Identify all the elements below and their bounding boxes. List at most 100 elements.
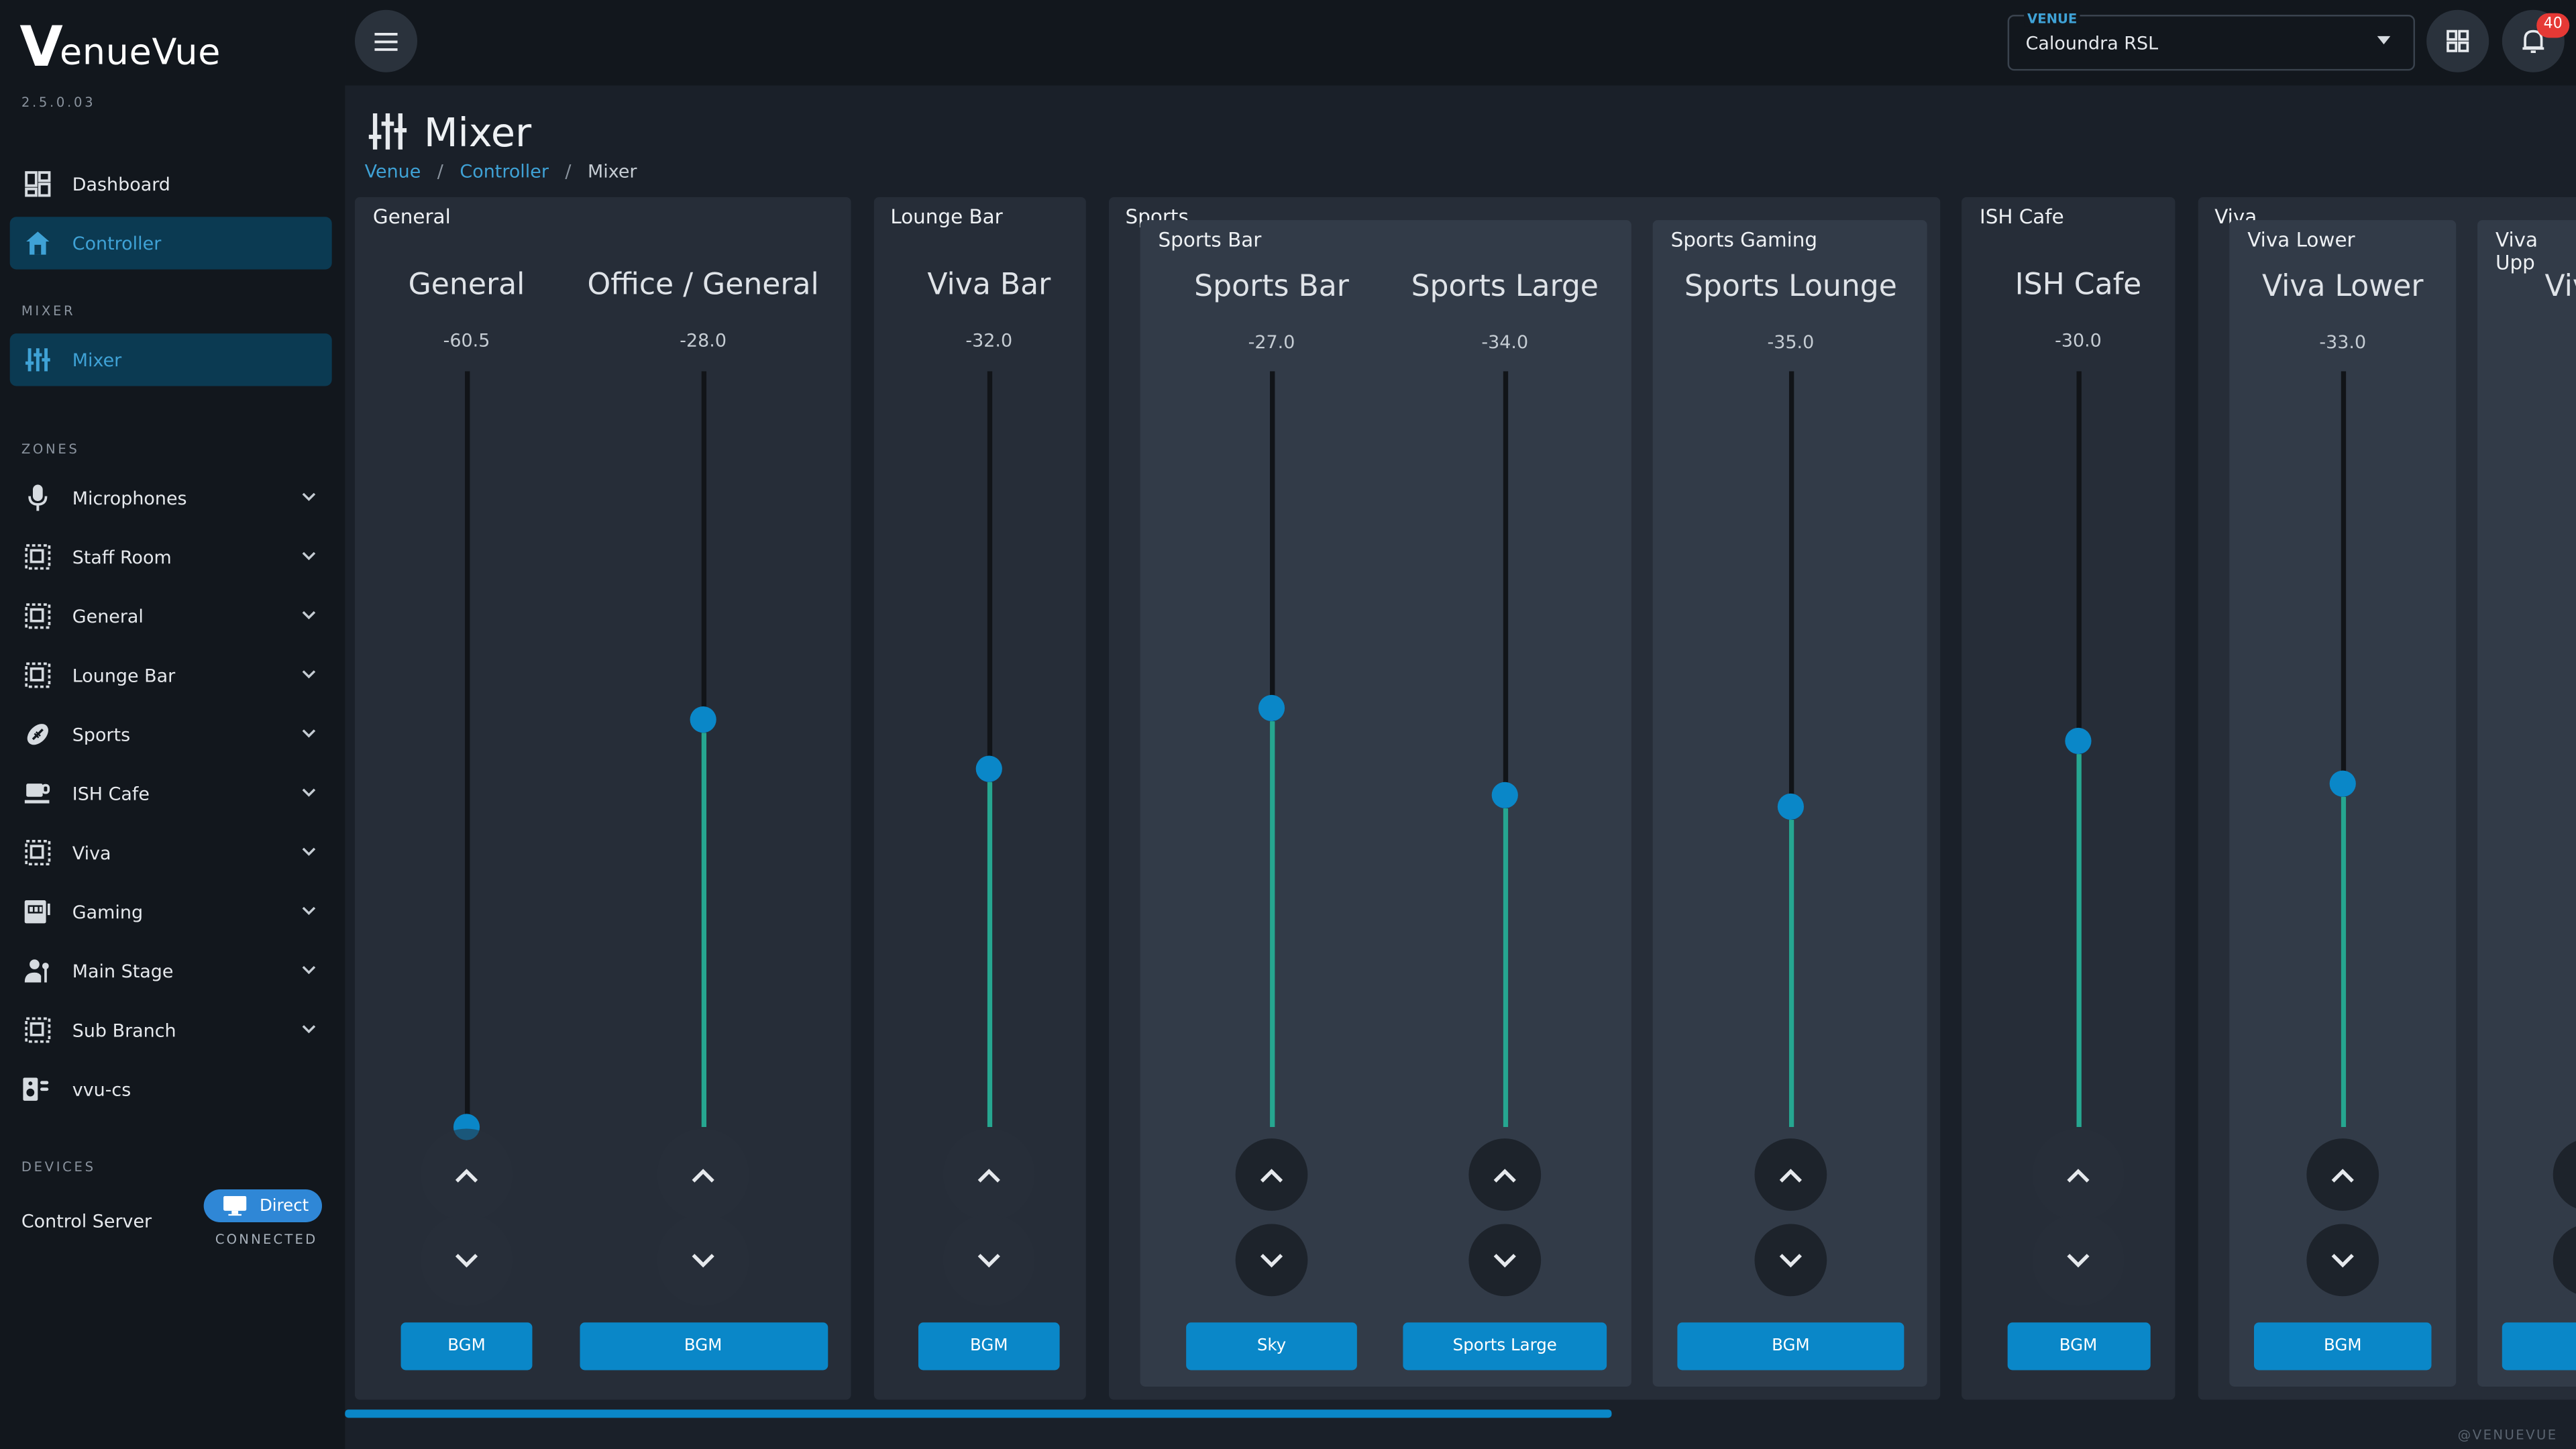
zone-label: Gaming [72,901,144,923]
chevron-up-icon [2331,1168,2354,1182]
apps-grid-button[interactable] [2426,9,2489,72]
breadcrumb-controller[interactable]: Controller [460,161,549,182]
fader-track[interactable] [2340,371,2345,1128]
volume-down-button[interactable] [1468,1224,1542,1297]
volume-up-button[interactable] [2306,1138,2379,1211]
channel-name: Viva [2544,269,2576,305]
venue-select-value: Caloundra RSL [2025,32,2159,54]
bell-icon [2522,30,2544,53]
chevron-up-icon [692,1168,714,1182]
nav-zone-vvu-cs[interactable]: vvu-cs [10,1063,332,1115]
fader-handle[interactable] [2065,728,2092,755]
volume-up-button[interactable] [2032,1128,2125,1221]
fader-track[interactable] [1502,371,1507,1128]
zone-area-icon [23,838,52,867]
fader-level-fill [2340,796,2345,1127]
connection-status: CONNECTED [215,1232,318,1247]
page-title-text: Mixer [423,110,532,156]
channel-name: Sports Large [1411,269,1599,305]
nav-zone-ish-cafe[interactable]: ISH Cafe [10,767,332,820]
subzone-title-viva-lower: Viva Lower [2247,228,2355,252]
volume-up-button[interactable] [420,1128,513,1221]
fader-track[interactable] [986,371,991,1128]
app-version: 2.5.0.03 [21,95,96,111]
nav-zone-main-stage[interactable]: Main Stage [10,945,332,997]
volume-down-button[interactable] [2306,1224,2379,1297]
connection-mode-toggle[interactable]: Direct [203,1189,323,1223]
volume-down-button[interactable] [1235,1224,1308,1297]
volume-up-button[interactable] [1235,1138,1308,1211]
sliders-icon [368,112,411,155]
fader-handle[interactable] [1491,781,1518,808]
channel-level-value: -28.0 [680,330,727,352]
fader-handle[interactable] [690,706,716,733]
nav-zone-staff-room[interactable]: Staff Room [10,531,332,583]
nav-dashboard[interactable]: Dashboard [10,158,332,210]
zone-label: General [72,605,144,627]
channel-level-value: -34.0 [1481,331,1529,354]
fader-handle[interactable] [2329,769,2356,796]
source-button[interactable]: BGM [400,1322,533,1371]
breadcrumb-venue[interactable]: Venue [364,161,421,182]
volume-up-button[interactable] [943,1128,1035,1221]
chevron-down-icon [299,667,319,683]
fader-handle[interactable] [1777,792,1804,819]
channel-name: ISH Cafe [2015,268,2142,303]
chevron-down-icon [299,726,319,742]
fader-handle[interactable] [975,755,1002,782]
nav-zone-lounge-bar[interactable]: Lounge Bar [10,649,332,701]
zone-label: Main Stage [72,960,174,982]
nav-zone-gaming[interactable]: Gaming [10,885,332,938]
zone-area-icon [23,1015,52,1044]
channel-name: Viva Lower [2261,269,2424,305]
horizontal-scrollbar[interactable] [345,1409,1612,1418]
source-button[interactable]: BGM [918,1322,1060,1371]
fader-level-fill [1269,720,1275,1127]
chevron-down-icon [1779,1252,1802,1267]
channel-level-value: -30.0 [2055,330,2102,352]
nav-controller-label: Controller [72,232,162,254]
volume-up-button[interactable] [1754,1138,1827,1211]
volume-down-button[interactable] [2032,1214,2125,1306]
chevron-down-icon [977,1252,1000,1267]
volume-down-button[interactable] [420,1214,513,1306]
mixer-section-label: MIXER [21,304,76,319]
source-button[interactable]: Sports Large [1403,1322,1607,1371]
nav-zone-sub-branch[interactable]: Sub Branch [10,1004,332,1056]
source-button[interactable] [2502,1322,2576,1371]
volume-down-button[interactable] [1754,1224,1827,1297]
source-button[interactable]: BGM [1677,1322,1904,1371]
logo-mark: V [19,15,63,81]
fader-track[interactable] [1788,371,1794,1128]
source-button[interactable]: BGM [579,1322,828,1371]
fader-track[interactable] [464,371,470,1128]
volume-down-button[interactable] [657,1214,749,1306]
fader-handle[interactable] [1258,694,1285,721]
source-button[interactable]: BGM [2254,1322,2432,1371]
nav-mixer[interactable]: Mixer [9,333,332,386]
breadcrumb-separator: / [565,161,572,182]
source-button[interactable]: Sky [1186,1322,1357,1371]
venue-select[interactable]: VENUE Caloundra RSL [2007,11,2416,71]
volume-up-button[interactable] [1468,1138,1542,1211]
volume-down-button[interactable] [943,1214,1035,1306]
nav-zone-viva[interactable]: Viva [10,826,332,879]
chevron-down-icon [299,786,319,802]
nav-zone-sports[interactable]: Sports [10,708,332,761]
channel-name: Viva Bar [927,268,1051,303]
nav-zone-microphones[interactable]: Microphones [10,472,332,524]
volume-up-button[interactable] [657,1128,749,1221]
chevron-down-icon [299,490,319,506]
chevron-up-icon [1779,1168,1802,1182]
nav-controller[interactable]: Controller [9,217,332,270]
source-button[interactable]: BGM [2006,1322,2150,1371]
nav-zone-general[interactable]: General [10,590,332,642]
footer-copyright: @VENUEVUE [2457,1428,2558,1443]
zone-title-ish-cafe: ISH Cafe [1980,205,2064,229]
menu-button[interactable] [354,9,418,72]
breadcrumb-mixer: Mixer [588,161,637,182]
breadcrumb: Venue / Controller / Mixer [365,161,637,182]
zone-label: vvu-cs [72,1078,131,1100]
channel-name: General [408,268,525,303]
grid-icon [2447,30,2469,52]
